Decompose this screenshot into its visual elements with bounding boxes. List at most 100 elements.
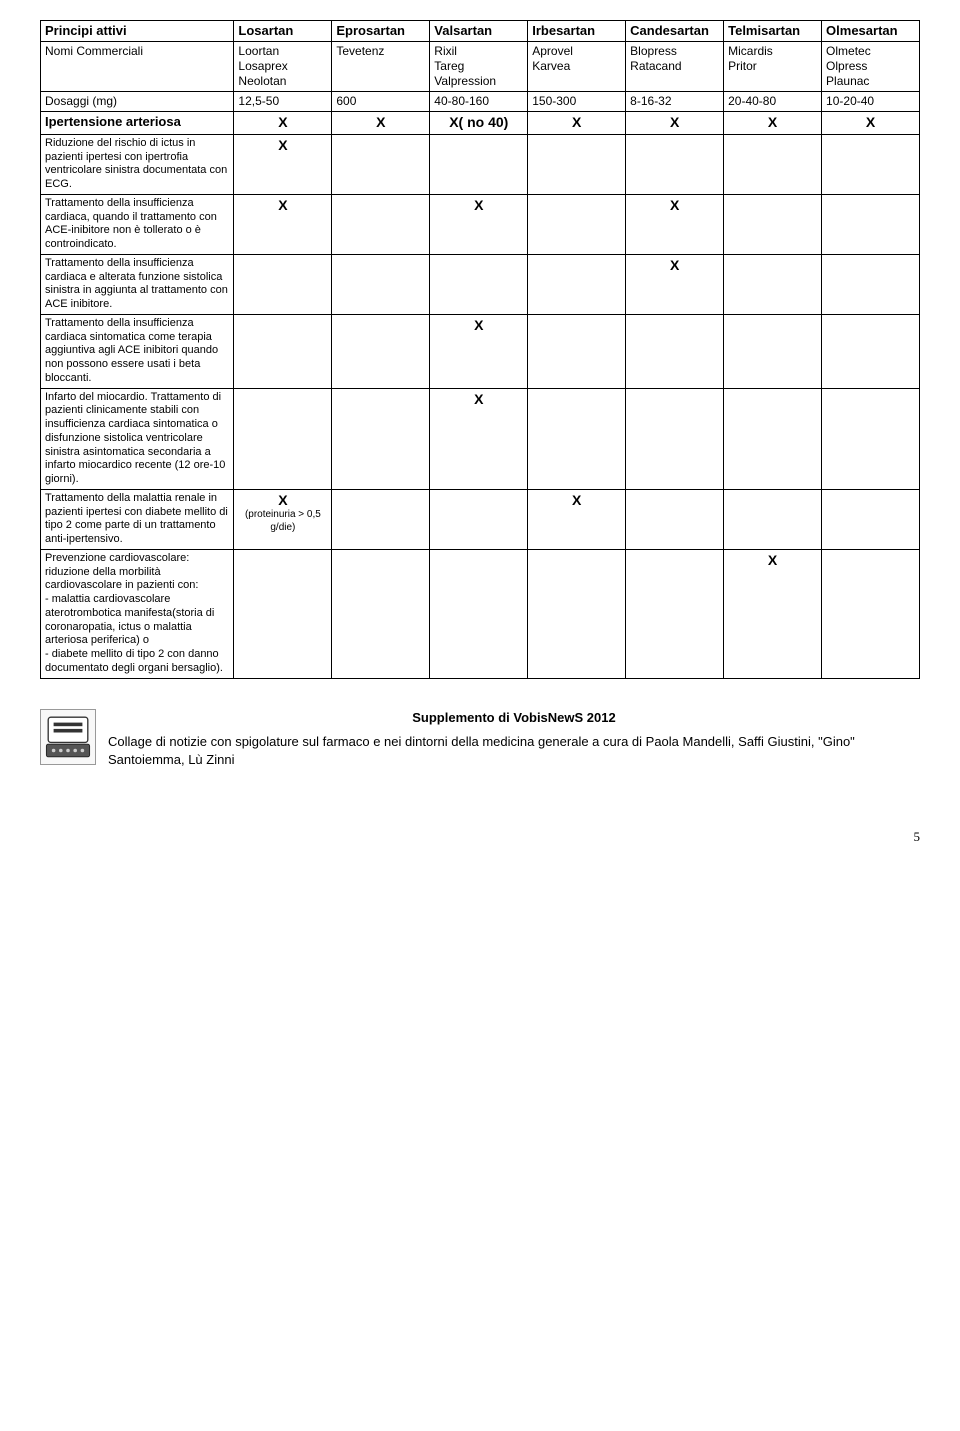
dose-cell: 600 bbox=[332, 92, 430, 112]
indication-mark: X bbox=[430, 194, 528, 254]
indication-mark bbox=[430, 134, 528, 194]
typewriter-icon bbox=[40, 709, 96, 765]
indication-mark bbox=[626, 314, 724, 388]
indication-mark bbox=[724, 254, 822, 314]
dose-cell: 150-300 bbox=[528, 92, 626, 112]
indication-mark bbox=[332, 134, 430, 194]
footer-block: Supplemento di VobisNewS 2012 Collage di… bbox=[40, 709, 920, 770]
indication-mark: X bbox=[822, 112, 920, 135]
indication-mark: X( no 40) bbox=[430, 112, 528, 135]
indication-mark bbox=[724, 194, 822, 254]
indication-mark: X bbox=[234, 112, 332, 135]
indication-mark: X bbox=[332, 112, 430, 135]
brand-cell: Rixil Tareg Valpression bbox=[430, 42, 528, 92]
header-cell: Olmesartan bbox=[822, 21, 920, 42]
header-cell: Valsartan bbox=[430, 21, 528, 42]
dose-cell: 12,5-50 bbox=[234, 92, 332, 112]
dose-cell: 10-20-40 bbox=[822, 92, 920, 112]
indication-row: Trattamento della malattia renale in paz… bbox=[41, 489, 920, 549]
indication-mark: X bbox=[528, 112, 626, 135]
indication-mark: X bbox=[430, 388, 528, 489]
indication-mark bbox=[822, 254, 920, 314]
brand-cell: Loortan Losaprex Neolotan bbox=[234, 42, 332, 92]
indication-mark bbox=[626, 489, 724, 549]
footer-title: Supplemento di VobisNewS 2012 bbox=[108, 709, 920, 727]
indication-mark bbox=[332, 194, 430, 254]
indication-mark: X bbox=[234, 194, 332, 254]
dose-cell: 40-80-160 bbox=[430, 92, 528, 112]
indication-mark: X bbox=[626, 112, 724, 135]
indication-row: Infarto del miocardio. Trattamento di pa… bbox=[41, 388, 920, 489]
brand-cell: Micardis Pritor bbox=[724, 42, 822, 92]
indication-mark bbox=[822, 388, 920, 489]
brand-cell: Blopress Ratacand bbox=[626, 42, 724, 92]
indication-mark bbox=[430, 489, 528, 549]
indication-mark bbox=[528, 549, 626, 678]
indication-mark bbox=[822, 549, 920, 678]
indication-mark bbox=[626, 134, 724, 194]
indication-mark bbox=[332, 254, 430, 314]
indication-mark bbox=[528, 254, 626, 314]
indication-mark bbox=[332, 314, 430, 388]
indication-mark: X bbox=[724, 112, 822, 135]
indication-mark: X bbox=[626, 194, 724, 254]
dose-cell: 8-16-32 bbox=[626, 92, 724, 112]
indication-mark: X(proteinuria > 0,5 g/die) bbox=[234, 489, 332, 549]
indication-mark: X bbox=[430, 314, 528, 388]
indication-mark bbox=[724, 314, 822, 388]
indication-mark bbox=[430, 549, 528, 678]
indication-mark: X bbox=[528, 489, 626, 549]
indication-row: Trattamento della insufficienza cardiaca… bbox=[41, 314, 920, 388]
indication-label: Riduzione del rischio di ictus in pazien… bbox=[41, 134, 234, 194]
indication-mark bbox=[332, 489, 430, 549]
dose-cell: Dosaggi (mg) bbox=[41, 92, 234, 112]
indication-label: Trattamento della malattia renale in paz… bbox=[41, 489, 234, 549]
header-cell: Candesartan bbox=[626, 21, 724, 42]
indication-row: Prevenzione cardiovascolare: riduzione d… bbox=[41, 549, 920, 678]
indication-mark bbox=[822, 314, 920, 388]
indication-label: Trattamento della insufficienza cardiaca… bbox=[41, 314, 234, 388]
indication-mark bbox=[332, 549, 430, 678]
indication-label: Trattamento della insufficienza cardiaca… bbox=[41, 254, 234, 314]
header-cell: Telmisartan bbox=[724, 21, 822, 42]
brand-cell: Aprovel Karvea bbox=[528, 42, 626, 92]
indication-mark bbox=[234, 549, 332, 678]
indication-mark bbox=[626, 388, 724, 489]
indication-mark bbox=[626, 549, 724, 678]
indication-label: Infarto del miocardio. Trattamento di pa… bbox=[41, 388, 234, 489]
drug-comparison-table: Principi attiviLosartanEprosartanValsart… bbox=[40, 20, 920, 679]
header-cell: Losartan bbox=[234, 21, 332, 42]
indication-mark bbox=[822, 489, 920, 549]
indication-mark: X bbox=[724, 549, 822, 678]
header-cell: Irbesartan bbox=[528, 21, 626, 42]
indication-mark bbox=[528, 314, 626, 388]
indication-mark bbox=[234, 388, 332, 489]
footer-text: Supplemento di VobisNewS 2012 Collage di… bbox=[108, 709, 920, 770]
indication-row: Riduzione del rischio di ictus in pazien… bbox=[41, 134, 920, 194]
brand-cell: Olmetec Olpress Plaunac bbox=[822, 42, 920, 92]
indication-mark bbox=[430, 254, 528, 314]
indication-row: Ipertensione arteriosaXXX( no 40)XXXX bbox=[41, 112, 920, 135]
indication-mark bbox=[724, 134, 822, 194]
header-cell: Eprosartan bbox=[332, 21, 430, 42]
indication-mark bbox=[724, 489, 822, 549]
indication-mark bbox=[234, 254, 332, 314]
indication-label: Ipertensione arteriosa bbox=[41, 112, 234, 135]
indication-mark bbox=[724, 388, 822, 489]
indication-mark bbox=[528, 194, 626, 254]
indication-mark bbox=[234, 314, 332, 388]
indication-row: Trattamento della insufficienza cardiaca… bbox=[41, 254, 920, 314]
dose-cell: 20-40-80 bbox=[724, 92, 822, 112]
brand-cell: Tevetenz bbox=[332, 42, 430, 92]
indication-mark: X bbox=[626, 254, 724, 314]
indication-mark bbox=[528, 388, 626, 489]
indication-mark bbox=[332, 388, 430, 489]
footer-body: Collage di notizie con spigolature sul f… bbox=[108, 733, 920, 769]
indication-label: Prevenzione cardiovascolare: riduzione d… bbox=[41, 549, 234, 678]
indication-label: Trattamento della insufficienza cardiaca… bbox=[41, 194, 234, 254]
indication-mark: X bbox=[234, 134, 332, 194]
page-number: 5 bbox=[40, 829, 920, 845]
brand-cell: Nomi Commerciali bbox=[41, 42, 234, 92]
header-cell: Principi attivi bbox=[41, 21, 234, 42]
indication-row: Trattamento della insufficienza cardiaca… bbox=[41, 194, 920, 254]
